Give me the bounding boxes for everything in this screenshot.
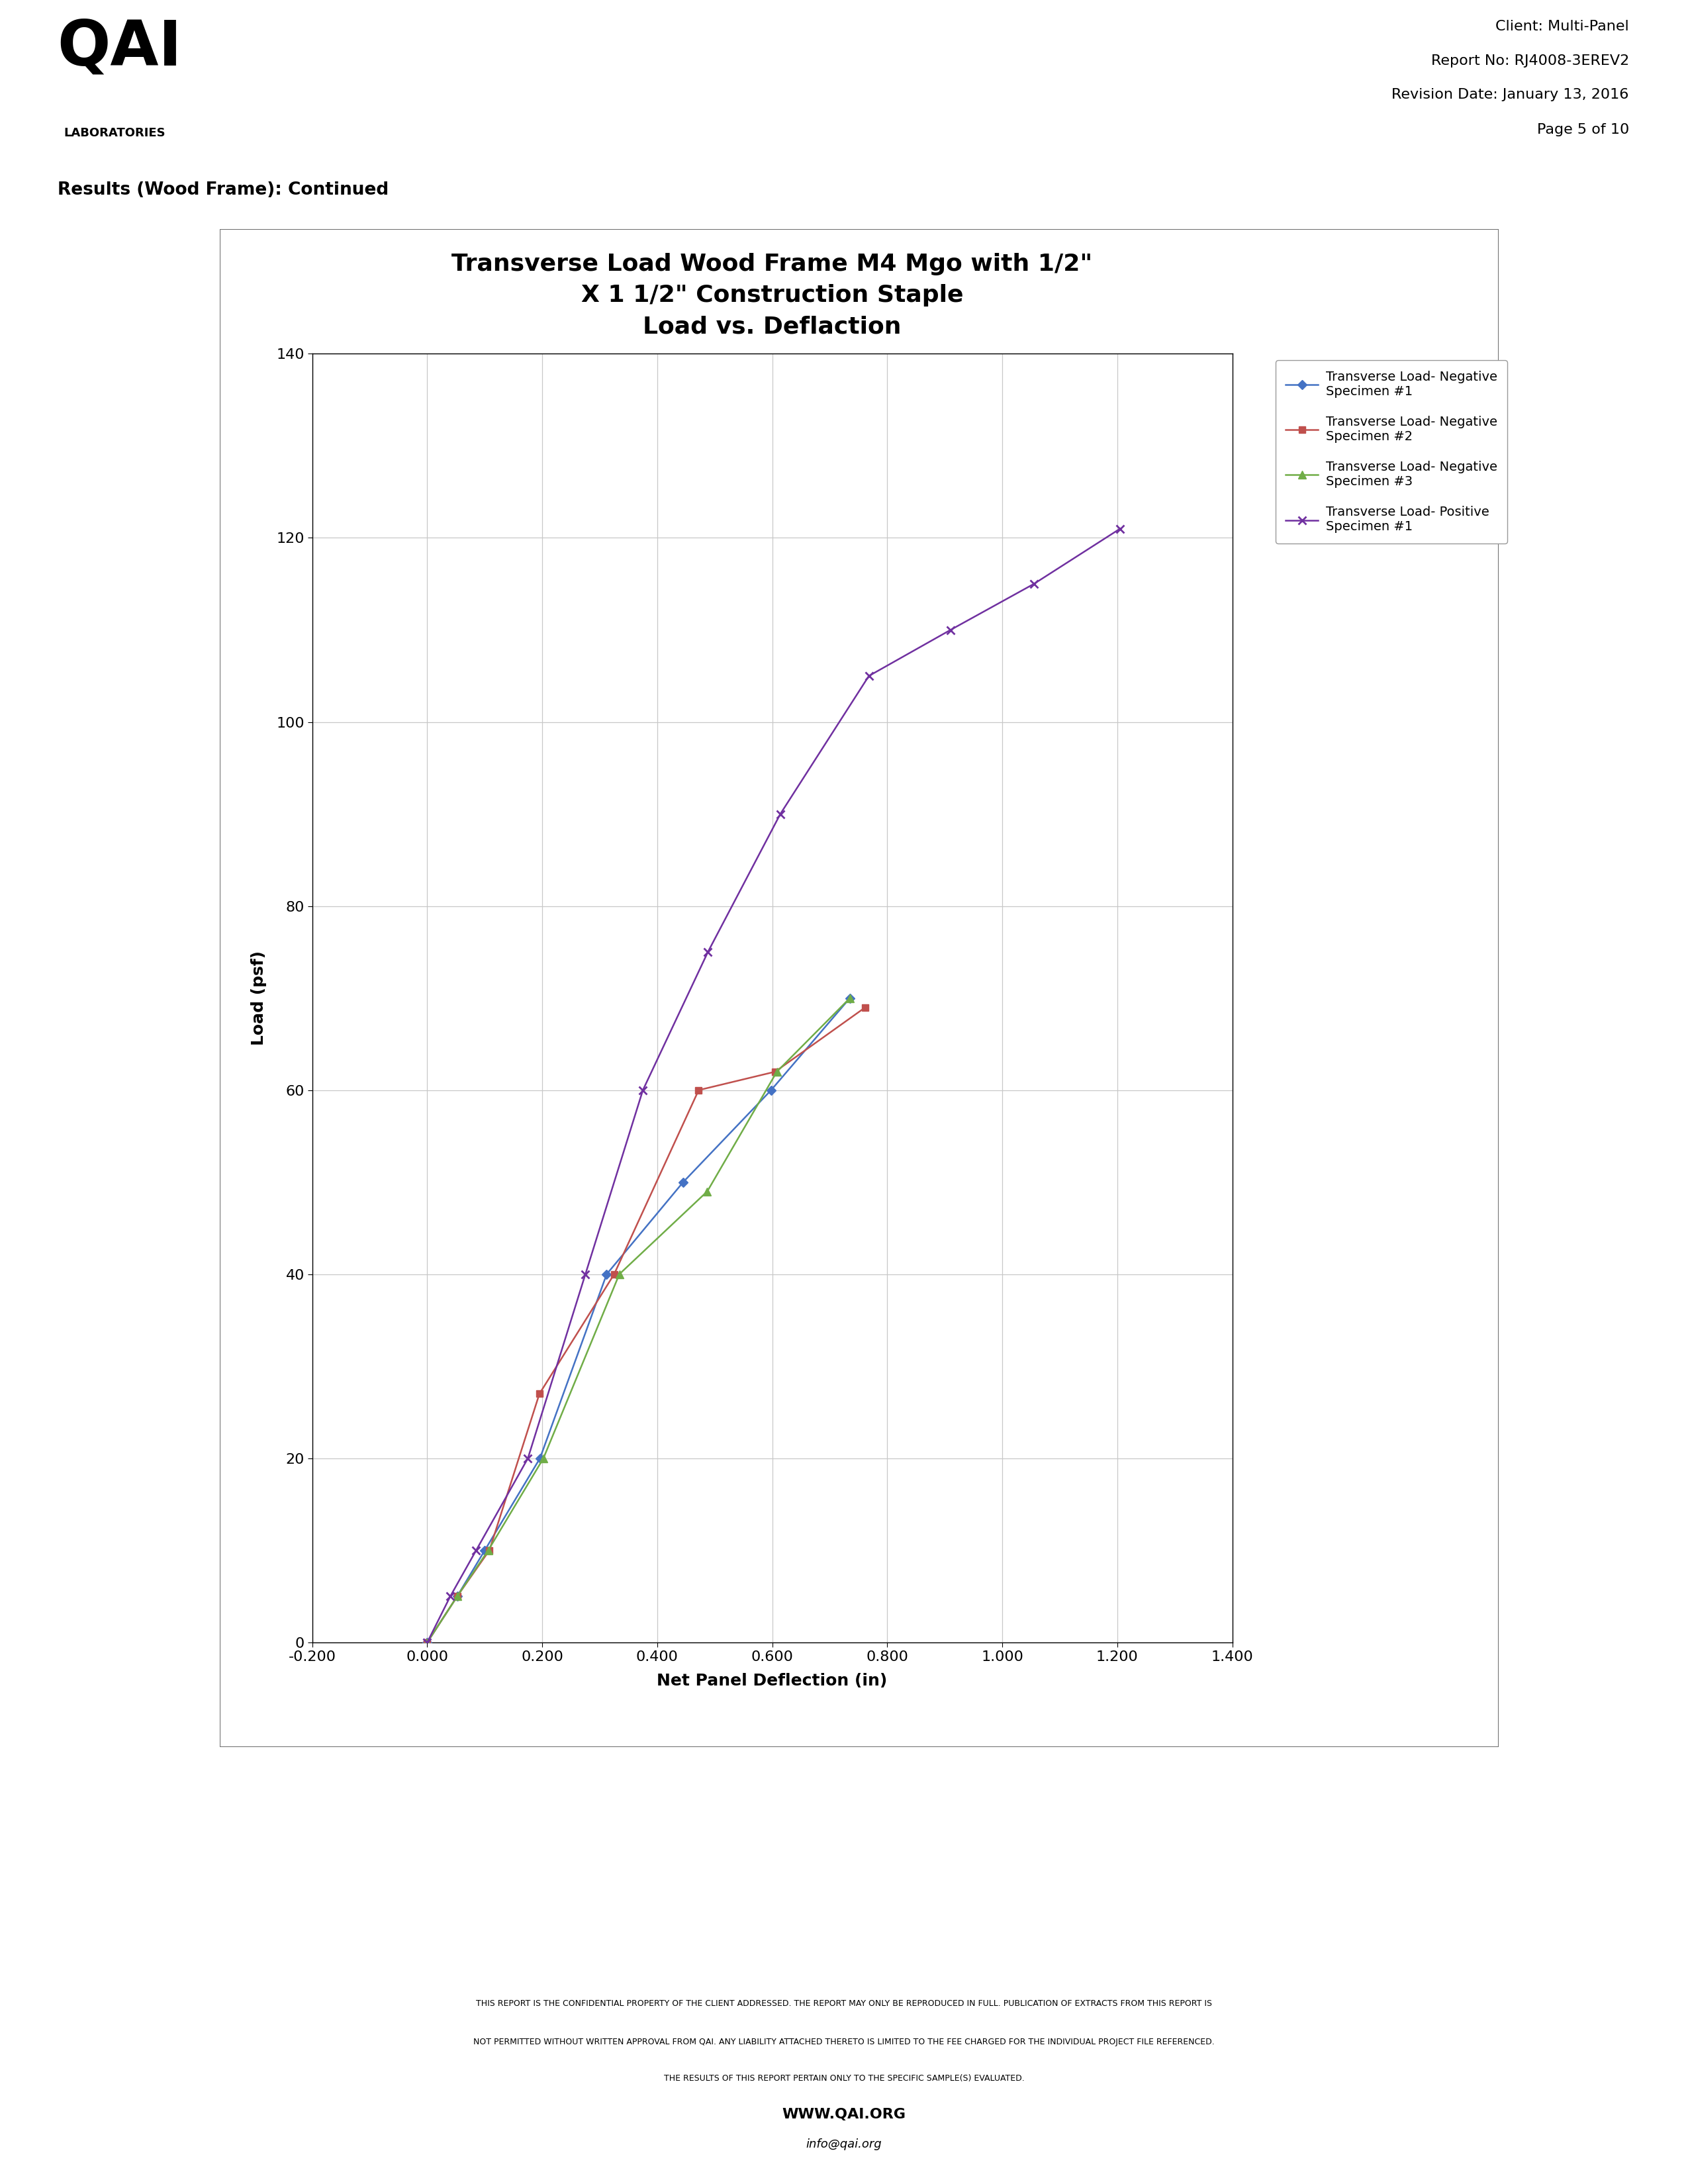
- Text: Revision Date: January 13, 2016: Revision Date: January 13, 2016: [1391, 87, 1629, 100]
- Transverse Load- Negative
Specimen #2: [479, 1538, 500, 1564]
- Transverse Load- Positive
Specimen #1: [770, 802, 790, 828]
- Transverse Load- Negative
Specimen #2: [856, 994, 876, 1020]
- Transverse Load- Negative
Specimen #1: [761, 1077, 782, 1103]
- Transverse Load- Positive
Specimen #1: [441, 1583, 461, 1610]
- Transverse Load- Negative
Specimen #2: [417, 1629, 437, 1655]
- Line: Transverse Load- Negative
Specimen #1: Transverse Load- Negative Specimen #1: [424, 996, 852, 1645]
- Transverse Load- Positive
Specimen #1: [697, 939, 717, 965]
- Transverse Load- Negative
Specimen #2: [604, 1260, 625, 1286]
- Line: Transverse Load- Positive
Specimen #1: Transverse Load- Positive Specimen #1: [424, 524, 1124, 1647]
- Transverse Load- Positive
Specimen #1: [859, 664, 879, 690]
- Text: QAI: QAI: [57, 17, 182, 79]
- Transverse Load- Negative
Specimen #2: [689, 1077, 709, 1103]
- Transverse Load- Negative
Specimen #3: [697, 1179, 717, 1206]
- Transverse Load- Negative
Specimen #1: [474, 1538, 495, 1564]
- Line: Transverse Load- Negative
Specimen #2: Transverse Load- Negative Specimen #2: [424, 1005, 869, 1645]
- Transverse Load- Negative
Specimen #1: [447, 1583, 468, 1610]
- Transverse Load- Positive
Specimen #1: [417, 1629, 437, 1655]
- Transverse Load- Negative
Specimen #3: [533, 1446, 554, 1472]
- Text: THIS REPORT IS THE CONFIDENTIAL PROPERTY OF THE CLIENT ADDRESSED. THE REPORT MAY: THIS REPORT IS THE CONFIDENTIAL PROPERTY…: [476, 2001, 1212, 2007]
- Transverse Load- Negative
Specimen #2: [447, 1583, 468, 1610]
- Legend: Transverse Load- Negative
Specimen #1, Transverse Load- Negative
Specimen #2, Tr: Transverse Load- Negative Specimen #1, T…: [1276, 360, 1507, 544]
- Transverse Load- Negative
Specimen #3: [609, 1260, 630, 1286]
- Text: Report No: RJ4008-3EREV2: Report No: RJ4008-3EREV2: [1431, 55, 1629, 68]
- Title: Transverse Load Wood Frame M4 Mgo with 1/2"
X 1 1/2" Construction Staple
Load vs: Transverse Load Wood Frame M4 Mgo with 1…: [452, 253, 1092, 339]
- Transverse Load- Positive
Specimen #1: [1023, 570, 1043, 596]
- Transverse Load- Negative
Specimen #1: [417, 1629, 437, 1655]
- Transverse Load- Positive
Specimen #1: [576, 1260, 596, 1286]
- Line: Transverse Load- Negative
Specimen #3: Transverse Load- Negative Specimen #3: [424, 994, 854, 1647]
- Transverse Load- Negative
Specimen #3: [766, 1059, 787, 1085]
- Text: info@qai.org: info@qai.org: [807, 2138, 881, 2151]
- Transverse Load- Negative
Specimen #3: [417, 1629, 437, 1655]
- Transverse Load- Negative
Specimen #1: [530, 1446, 550, 1472]
- FancyBboxPatch shape: [219, 229, 1499, 1747]
- Transverse Load- Negative
Specimen #1: [674, 1168, 694, 1195]
- Text: Client: Multi-Panel: Client: Multi-Panel: [1496, 20, 1629, 33]
- Transverse Load- Negative
Specimen #3: [447, 1583, 468, 1610]
- Text: WWW.QAI.ORG: WWW.QAI.ORG: [782, 2108, 906, 2121]
- Text: THE RESULTS OF THIS REPORT PERTAIN ONLY TO THE SPECIFIC SAMPLE(S) EVALUATED.: THE RESULTS OF THIS REPORT PERTAIN ONLY …: [663, 2075, 1025, 2084]
- Y-axis label: Load (psf): Load (psf): [252, 950, 267, 1046]
- Text: Page 5 of 10: Page 5 of 10: [1536, 122, 1629, 135]
- Text: Results (Wood Frame): Continued: Results (Wood Frame): Continued: [57, 181, 388, 199]
- Transverse Load- Positive
Specimen #1: [466, 1538, 486, 1564]
- Transverse Load- Negative
Specimen #3: [478, 1538, 498, 1564]
- Text: NOT PERMITTED WITHOUT WRITTEN APPROVAL FROM QAI. ANY LIABILITY ATTACHED THERETO : NOT PERMITTED WITHOUT WRITTEN APPROVAL F…: [473, 2038, 1215, 2046]
- Transverse Load- Negative
Specimen #1: [839, 985, 859, 1011]
- Transverse Load- Positive
Specimen #1: [1111, 515, 1131, 542]
- Transverse Load- Positive
Specimen #1: [633, 1077, 653, 1103]
- Transverse Load- Positive
Specimen #1: [518, 1446, 538, 1472]
- Transverse Load- Negative
Specimen #2: [530, 1380, 550, 1406]
- Transverse Load- Negative
Specimen #1: [596, 1260, 616, 1286]
- X-axis label: Net Panel Deflection (in): Net Panel Deflection (in): [657, 1673, 888, 1688]
- Transverse Load- Negative
Specimen #2: [765, 1059, 785, 1085]
- Transverse Load- Positive
Specimen #1: [940, 616, 960, 642]
- Text: LABORATORIES: LABORATORIES: [64, 127, 165, 140]
- Transverse Load- Negative
Specimen #3: [839, 985, 859, 1011]
